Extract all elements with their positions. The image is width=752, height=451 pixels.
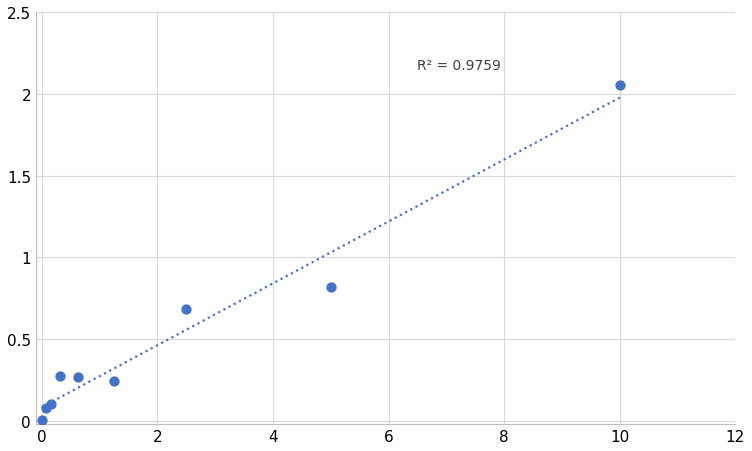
Point bbox=[54, 373, 66, 380]
Point bbox=[614, 83, 626, 90]
Text: R² = 0.9759: R² = 0.9759 bbox=[417, 60, 502, 74]
Point bbox=[40, 404, 52, 411]
Point bbox=[180, 306, 193, 313]
Point bbox=[108, 377, 120, 385]
Point bbox=[44, 400, 56, 408]
Point bbox=[325, 284, 337, 291]
Point bbox=[35, 417, 47, 424]
Point bbox=[72, 374, 84, 381]
